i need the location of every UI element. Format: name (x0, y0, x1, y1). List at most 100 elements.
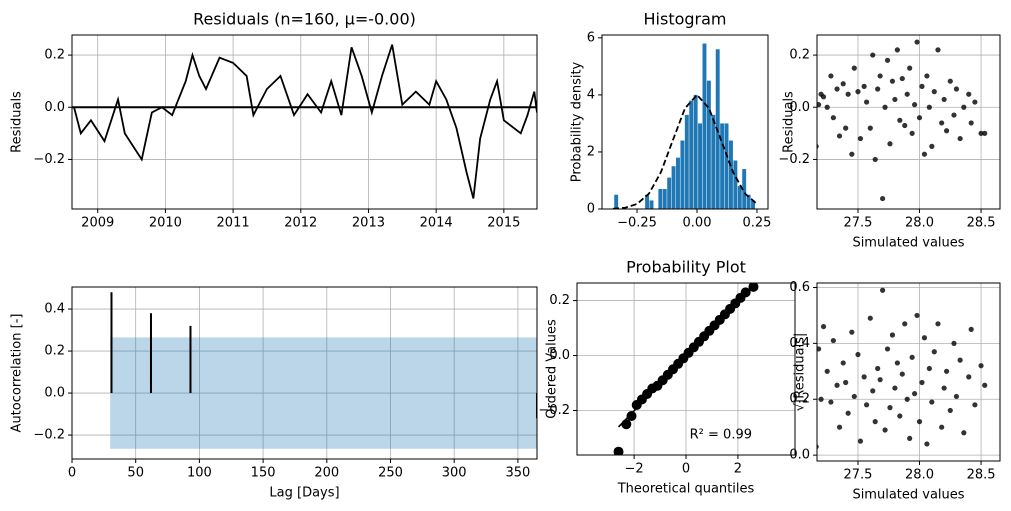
y-tick-label: −0.2 (33, 428, 65, 443)
x-tick-label: 250 (378, 466, 403, 481)
chart-title: Histogram (644, 10, 727, 29)
point (909, 354, 915, 360)
panel: −2 0 2 −0.2 0.0 0.2 Probability Plot Theoretica… (538, 258, 796, 497)
bar (728, 140, 733, 209)
point (855, 89, 861, 95)
y-tick-label: 2 (587, 144, 595, 159)
x-tick-label: 28.0 (905, 468, 934, 483)
point (836, 424, 843, 430)
y-tick-label: 0.2 (44, 344, 65, 359)
x-tick-label: 50 (127, 466, 144, 481)
bar (698, 123, 703, 209)
point (892, 96, 898, 103)
point (877, 377, 883, 383)
point (899, 371, 905, 377)
y-tick-label: 0.2 (789, 48, 810, 63)
point (894, 47, 900, 53)
residual-line (73, 44, 537, 199)
y-axis-label: Ordered Values (545, 319, 560, 419)
bar (614, 194, 619, 209)
y-axis-label: Autocorrelation [-] (10, 314, 25, 433)
point (943, 368, 950, 374)
point (972, 99, 978, 105)
point (849, 329, 855, 335)
x-tick-label: 2010 (149, 216, 182, 231)
point (894, 360, 900, 366)
point (902, 122, 908, 129)
point (879, 195, 886, 202)
point (961, 104, 967, 110)
point (889, 332, 896, 338)
x-tick-label: 0.00 (683, 216, 712, 231)
point (843, 125, 849, 131)
point (935, 321, 941, 327)
point (899, 75, 905, 82)
point (849, 151, 855, 157)
point (834, 382, 840, 388)
x-tick-label: 28.5 (967, 216, 996, 231)
point (966, 91, 972, 97)
pdf-curve (612, 93, 758, 209)
point (943, 128, 950, 134)
point (834, 86, 840, 92)
point (857, 438, 864, 444)
bar (711, 114, 716, 209)
axes-frame (576, 282, 796, 456)
point (929, 399, 935, 405)
point (929, 143, 935, 149)
point (902, 321, 908, 327)
x-tick-label: 28.5 (967, 468, 996, 483)
point (926, 104, 932, 110)
y-tick-label: 0.4 (789, 336, 810, 351)
x-tick-label: 2014 (420, 216, 453, 231)
point (941, 96, 947, 103)
point (892, 385, 898, 391)
panel: −0.25 0.00 0.25 0 2 4 6 Histogram Probability de… (570, 10, 772, 231)
point (957, 357, 963, 363)
y-tick-label: 0 (587, 202, 595, 217)
point (843, 379, 849, 386)
point (863, 402, 870, 408)
point (921, 151, 928, 157)
point (626, 410, 637, 421)
point (957, 135, 963, 142)
x-axis-label: Lag [Days] (269, 486, 339, 501)
panel: 0 50 100 150 200 250 300 350 −0.2 0.0 0.2 0.4 Lag [D… (10, 286, 538, 501)
point (897, 413, 903, 419)
x-axis-label: Theoretical quantiles (617, 482, 755, 497)
point (851, 393, 857, 400)
point (931, 349, 937, 355)
point (911, 102, 918, 108)
point (909, 130, 915, 136)
x-tick-label: 0.25 (742, 216, 771, 231)
point (613, 446, 624, 455)
point (919, 83, 925, 89)
point (882, 104, 888, 110)
x-tick-label: 2015 (487, 216, 520, 231)
bar (746, 194, 751, 209)
point (863, 99, 870, 105)
grid (71, 287, 537, 459)
plot-area (612, 43, 758, 209)
plot-area (72, 44, 537, 199)
point (924, 73, 930, 79)
point (817, 102, 822, 108)
point (904, 396, 910, 402)
point (861, 83, 867, 89)
point (968, 120, 974, 126)
bar (662, 189, 667, 209)
point (836, 133, 843, 139)
bar (742, 169, 747, 209)
point (872, 418, 878, 425)
x-tick-label: 2 (734, 462, 742, 477)
annotation: R² = 0.99 (690, 428, 752, 443)
y-tick-label: 0.2 (789, 392, 810, 407)
y-tick-label: −0.2 (778, 152, 810, 167)
point (882, 427, 888, 433)
x-tick-label: 27.5 (844, 468, 873, 483)
x-tick-label: 2011 (217, 216, 250, 231)
bar (680, 140, 685, 209)
bar (693, 94, 698, 209)
plot-area (817, 39, 988, 202)
